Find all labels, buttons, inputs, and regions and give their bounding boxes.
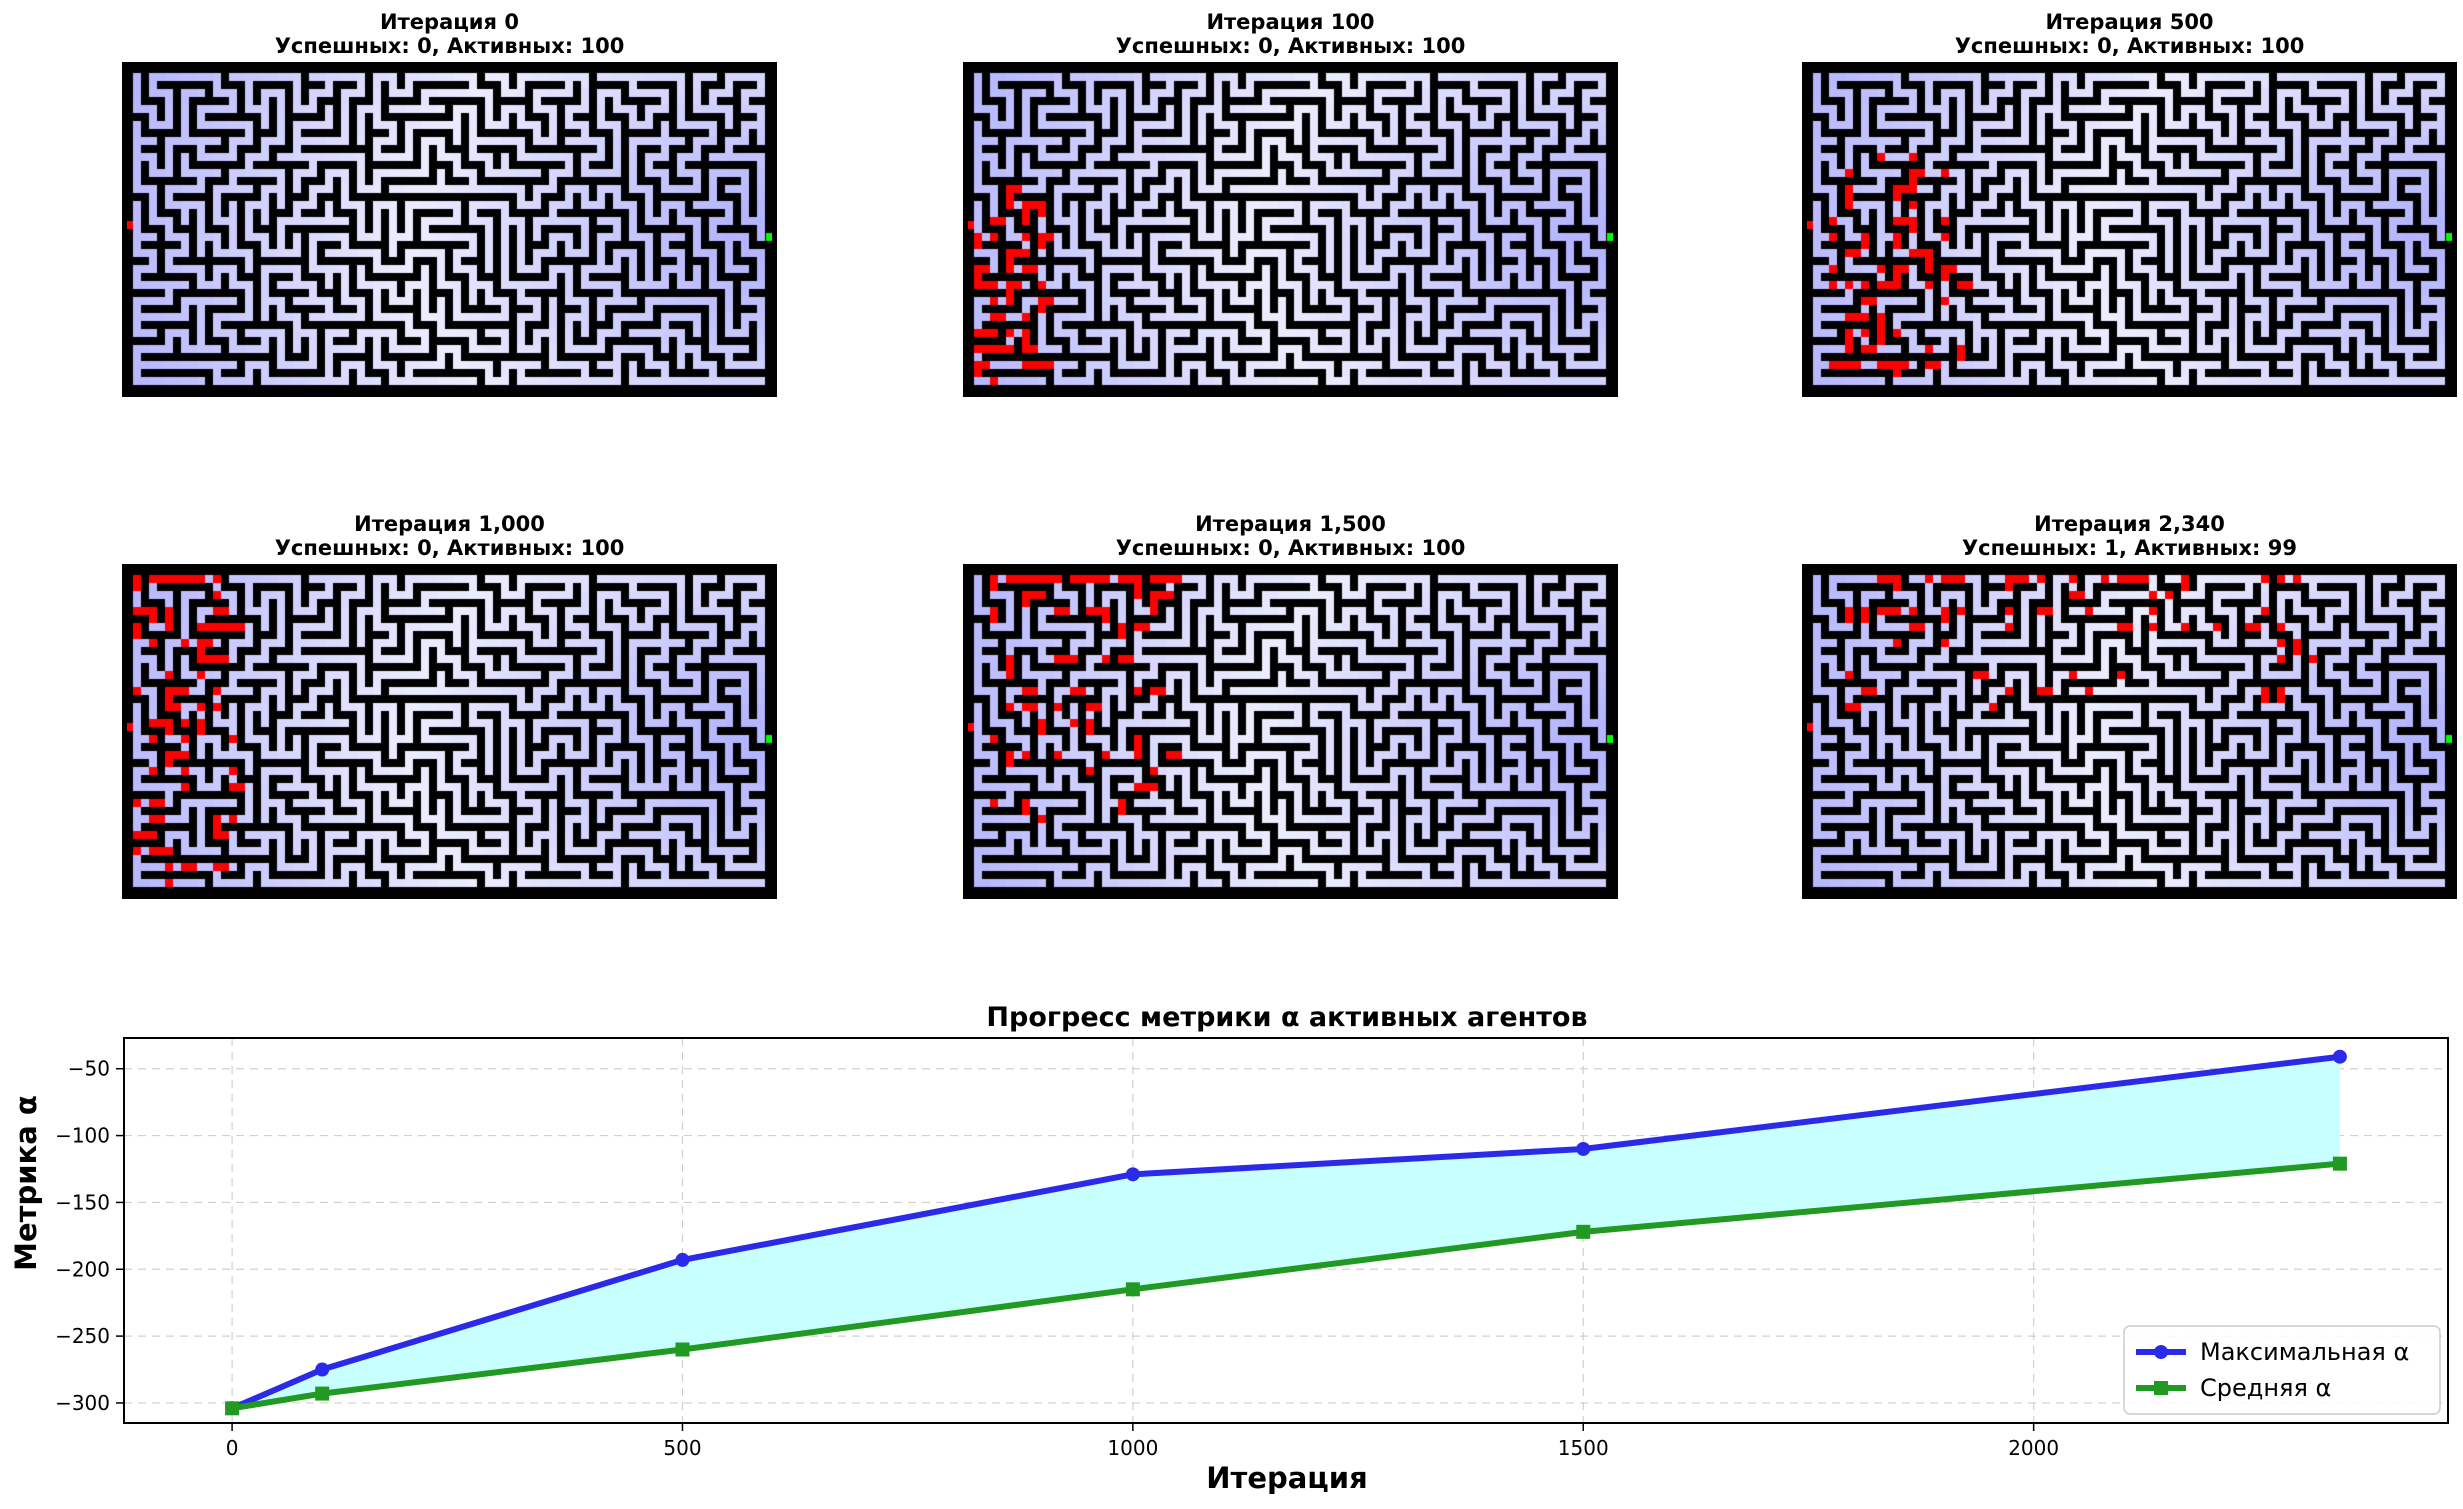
panel-title: Итерация 0 [380,10,519,34]
legend-swatch-marker [2154,1381,2168,1395]
maze-view [1802,564,2457,899]
maze-canvas [127,569,772,894]
panel-title: Итерация 500 [2045,10,2214,34]
x-tick-label: 1500 [1558,1436,1609,1460]
maze-view [122,62,777,397]
alpha-range-fill [232,1056,2340,1409]
panel-title: Итерация 1,500 [1195,512,1386,536]
data-point-mean [225,1401,240,1416]
legend-swatch-marker [2154,1345,2168,1359]
maze-panel: Итерация 2,340 Успешных: 1, Активных: 99 [1802,512,2457,899]
data-point-mean [315,1386,330,1401]
panel-stats: Успешных: 0, Активных: 100 [1115,536,1466,560]
maze-panel: Итерация 100 Успешных: 0, Активных: 100 [963,10,1618,397]
y-tick-label: −250 [55,1324,110,1348]
panel-title: Итерация 1,000 [354,512,545,536]
legend-label: Средняя α [2200,1374,2331,1402]
y-tick-label: −200 [55,1257,110,1281]
maze-canvas [127,67,772,392]
maze-canvas [1807,569,2452,894]
data-point-max [1576,1141,1591,1156]
series-line-mean [231,1160,2341,1412]
panel-stats: Успешных: 0, Активных: 100 [274,536,625,560]
x-axis-label: Итерация [1206,1461,1368,1495]
data-point-mean [675,1342,690,1357]
y-tick-label: −50 [68,1057,110,1081]
maze-panel: Итерация 1,500 Успешных: 0, Активных: 100 [963,512,1618,899]
data-point-mean [1125,1282,1140,1297]
legend-box [2123,1325,2441,1415]
maze-canvas [968,569,1613,894]
data-point-max [2332,1049,2347,1064]
maze-canvas [968,67,1613,392]
x-tick-label: 2000 [2008,1436,2059,1460]
maze-panel: Итерация 1,000 Успешных: 0, Активных: 100 [122,512,777,899]
data-point-max [675,1252,690,1267]
legend-label: Максимальная α [2200,1338,2409,1366]
data-point-mean [1576,1224,1591,1239]
panel-stats: Успешных: 1, Активных: 99 [1961,536,2297,560]
plot-frame [123,1037,2449,1424]
panel-title: Итерация 2,340 [2034,512,2225,536]
series-line-max [230,1053,2341,1412]
maze-canvas [1807,67,2452,392]
chart-title: Прогресс метрики α активных агентов [986,1002,1587,1033]
panel-title: Итерация 100 [1206,10,1375,34]
panel-stats: Успешных: 0, Активных: 100 [274,34,625,58]
y-tick-label: −150 [55,1190,110,1214]
maze-panel: Итерация 500 Успешных: 0, Активных: 100 [1802,10,2457,397]
panel-stats: Успешных: 0, Активных: 100 [1954,34,2305,58]
x-tick-label: 1000 [1107,1436,1158,1460]
data-point-max [315,1362,330,1377]
maze-panel: Итерация 0 Успешных: 0, Активных: 100 [122,10,777,397]
maze-view [963,564,1618,899]
maze-view [963,62,1618,397]
y-tick-label: −100 [55,1124,110,1148]
data-point-max [1125,1167,1140,1182]
panel-stats: Успешных: 0, Активных: 100 [1115,34,1466,58]
y-axis-label: Метрика α [9,1095,43,1271]
maze-view [122,564,777,899]
x-tick-label: 500 [663,1436,701,1460]
y-tick-label: −300 [55,1391,110,1415]
data-point-mean [2332,1156,2347,1171]
maze-view [1802,62,2457,397]
x-tick-label: 0 [226,1436,239,1460]
